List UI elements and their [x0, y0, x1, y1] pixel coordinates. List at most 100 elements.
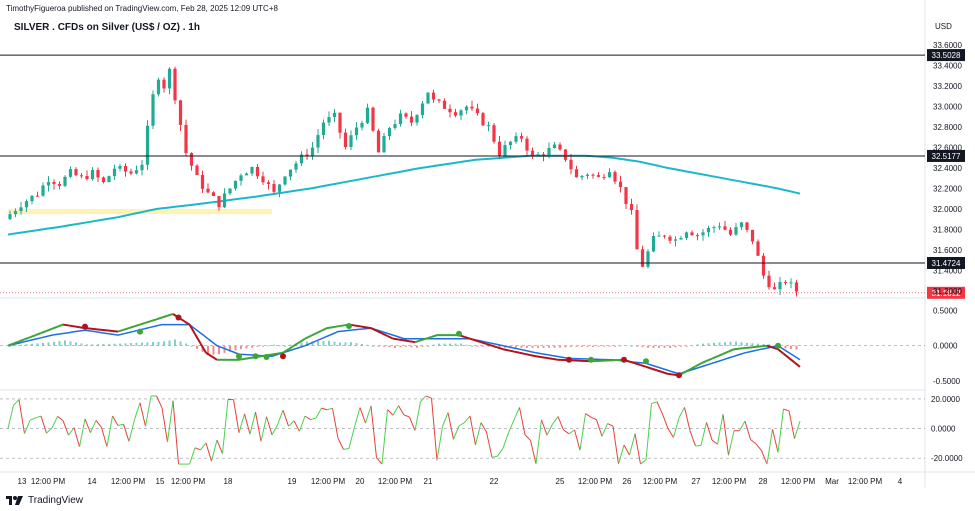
histogram-bar	[647, 345, 649, 348]
macd-line	[376, 329, 383, 335]
histogram-bar	[97, 344, 99, 346]
macd-line	[40, 329, 47, 334]
macd-line	[667, 372, 674, 376]
histogram-bar	[410, 345, 413, 348]
rsi-segment	[618, 444, 625, 465]
histogram-bar	[108, 343, 110, 346]
histogram-bar	[443, 343, 446, 346]
candle-body	[552, 144, 557, 149]
rsi-segment	[755, 443, 762, 451]
candle-body	[541, 154, 546, 156]
rsi-segment	[524, 434, 531, 441]
rsi-segment	[414, 401, 421, 431]
histogram-bar	[454, 343, 457, 346]
macd-line	[552, 357, 559, 361]
candle-body	[662, 235, 667, 237]
macd-line	[51, 325, 58, 330]
osc-tick: 0.5000	[933, 306, 958, 315]
publisher-header: TimothyFigueroa published on TradingView…	[6, 4, 278, 13]
macd-line	[188, 324, 196, 335]
histogram-bar	[36, 343, 39, 346]
macd-line	[414, 339, 421, 344]
macd-line	[695, 362, 702, 368]
macd-line	[139, 321, 146, 326]
time-tick: 12:00 PM	[848, 477, 883, 486]
rsi-segment	[123, 423, 130, 442]
candle-body	[481, 113, 485, 126]
candle-body	[316, 135, 320, 148]
rsi-segment	[387, 409, 394, 416]
macd-line	[57, 323, 64, 328]
rsi-segment	[508, 419, 515, 433]
macd-line	[194, 333, 202, 344]
macd-line	[150, 318, 157, 322]
tradingview-brand[interactable]: TradingView	[6, 494, 83, 506]
histogram-bar	[300, 342, 303, 346]
macd-line	[420, 337, 427, 342]
rsi-segment	[552, 416, 559, 425]
macd-line	[711, 355, 718, 360]
histogram-bar	[663, 345, 666, 348]
histogram-bar	[317, 341, 319, 346]
candle-body	[327, 117, 331, 123]
rsi-segment	[172, 400, 179, 465]
candle-body	[354, 127, 359, 136]
horizontal-levels[interactable]: 33.5028 32.5177 31.4724 31.1812	[0, 49, 965, 299]
rsi-segment	[288, 420, 295, 427]
macd-line	[326, 326, 333, 330]
candle-body	[250, 166, 254, 174]
cross-dot	[263, 353, 270, 360]
rsi-segment	[40, 415, 47, 434]
histogram-bar	[361, 343, 363, 346]
candle-body	[195, 165, 199, 175]
histogram-bar	[674, 345, 677, 348]
candle-body	[767, 275, 771, 288]
histogram-bar	[278, 345, 281, 347]
histogram-bar	[438, 343, 440, 346]
candle-body	[712, 227, 716, 229]
rsi-segment	[480, 422, 487, 433]
candle-body	[162, 79, 166, 89]
candle-body	[365, 107, 370, 124]
candle-body	[85, 176, 89, 180]
macd-line	[728, 348, 735, 353]
rsi-segment	[337, 437, 344, 450]
rsi-segment	[13, 399, 20, 406]
price-tick: 31.6000	[933, 246, 962, 255]
time-tick: 22	[490, 477, 499, 486]
rsi-segment	[277, 410, 284, 426]
time-tick: 20	[356, 477, 365, 486]
candle-body	[211, 192, 216, 197]
histogram-bar	[25, 344, 28, 346]
price-tick: 32.8000	[933, 123, 962, 132]
cross-dot	[643, 358, 649, 365]
macd-line	[634, 362, 641, 367]
candle-body	[547, 148, 551, 156]
chart-title: SILVER . CFDs on Silver (US$ / OZ) . 1h	[14, 22, 200, 33]
candle-body	[222, 193, 227, 208]
histogram-bar	[245, 345, 248, 349]
rsi-segment	[722, 414, 729, 456]
rsi-segment	[293, 420, 300, 432]
histogram-bar	[328, 340, 330, 346]
histogram-bar	[460, 343, 462, 346]
rsi-segment	[777, 408, 784, 453]
ma-line	[7, 154, 801, 236]
macd-line	[766, 344, 773, 349]
rsi-segment	[684, 407, 691, 431]
macd-line	[365, 326, 372, 330]
candle-body	[63, 176, 67, 186]
candle-body	[371, 107, 375, 131]
rsi-segment	[596, 419, 603, 437]
histogram-bar	[306, 341, 308, 346]
rsi-segment	[101, 427, 108, 447]
candle-body	[283, 176, 287, 185]
histogram-bar	[630, 345, 633, 347]
osc-tick: 0.0000	[933, 342, 958, 351]
histogram-bar	[713, 342, 715, 346]
candle-body	[145, 125, 150, 165]
macd-line	[755, 345, 762, 348]
time-tick: 25	[556, 477, 565, 486]
candle-body	[184, 124, 188, 153]
